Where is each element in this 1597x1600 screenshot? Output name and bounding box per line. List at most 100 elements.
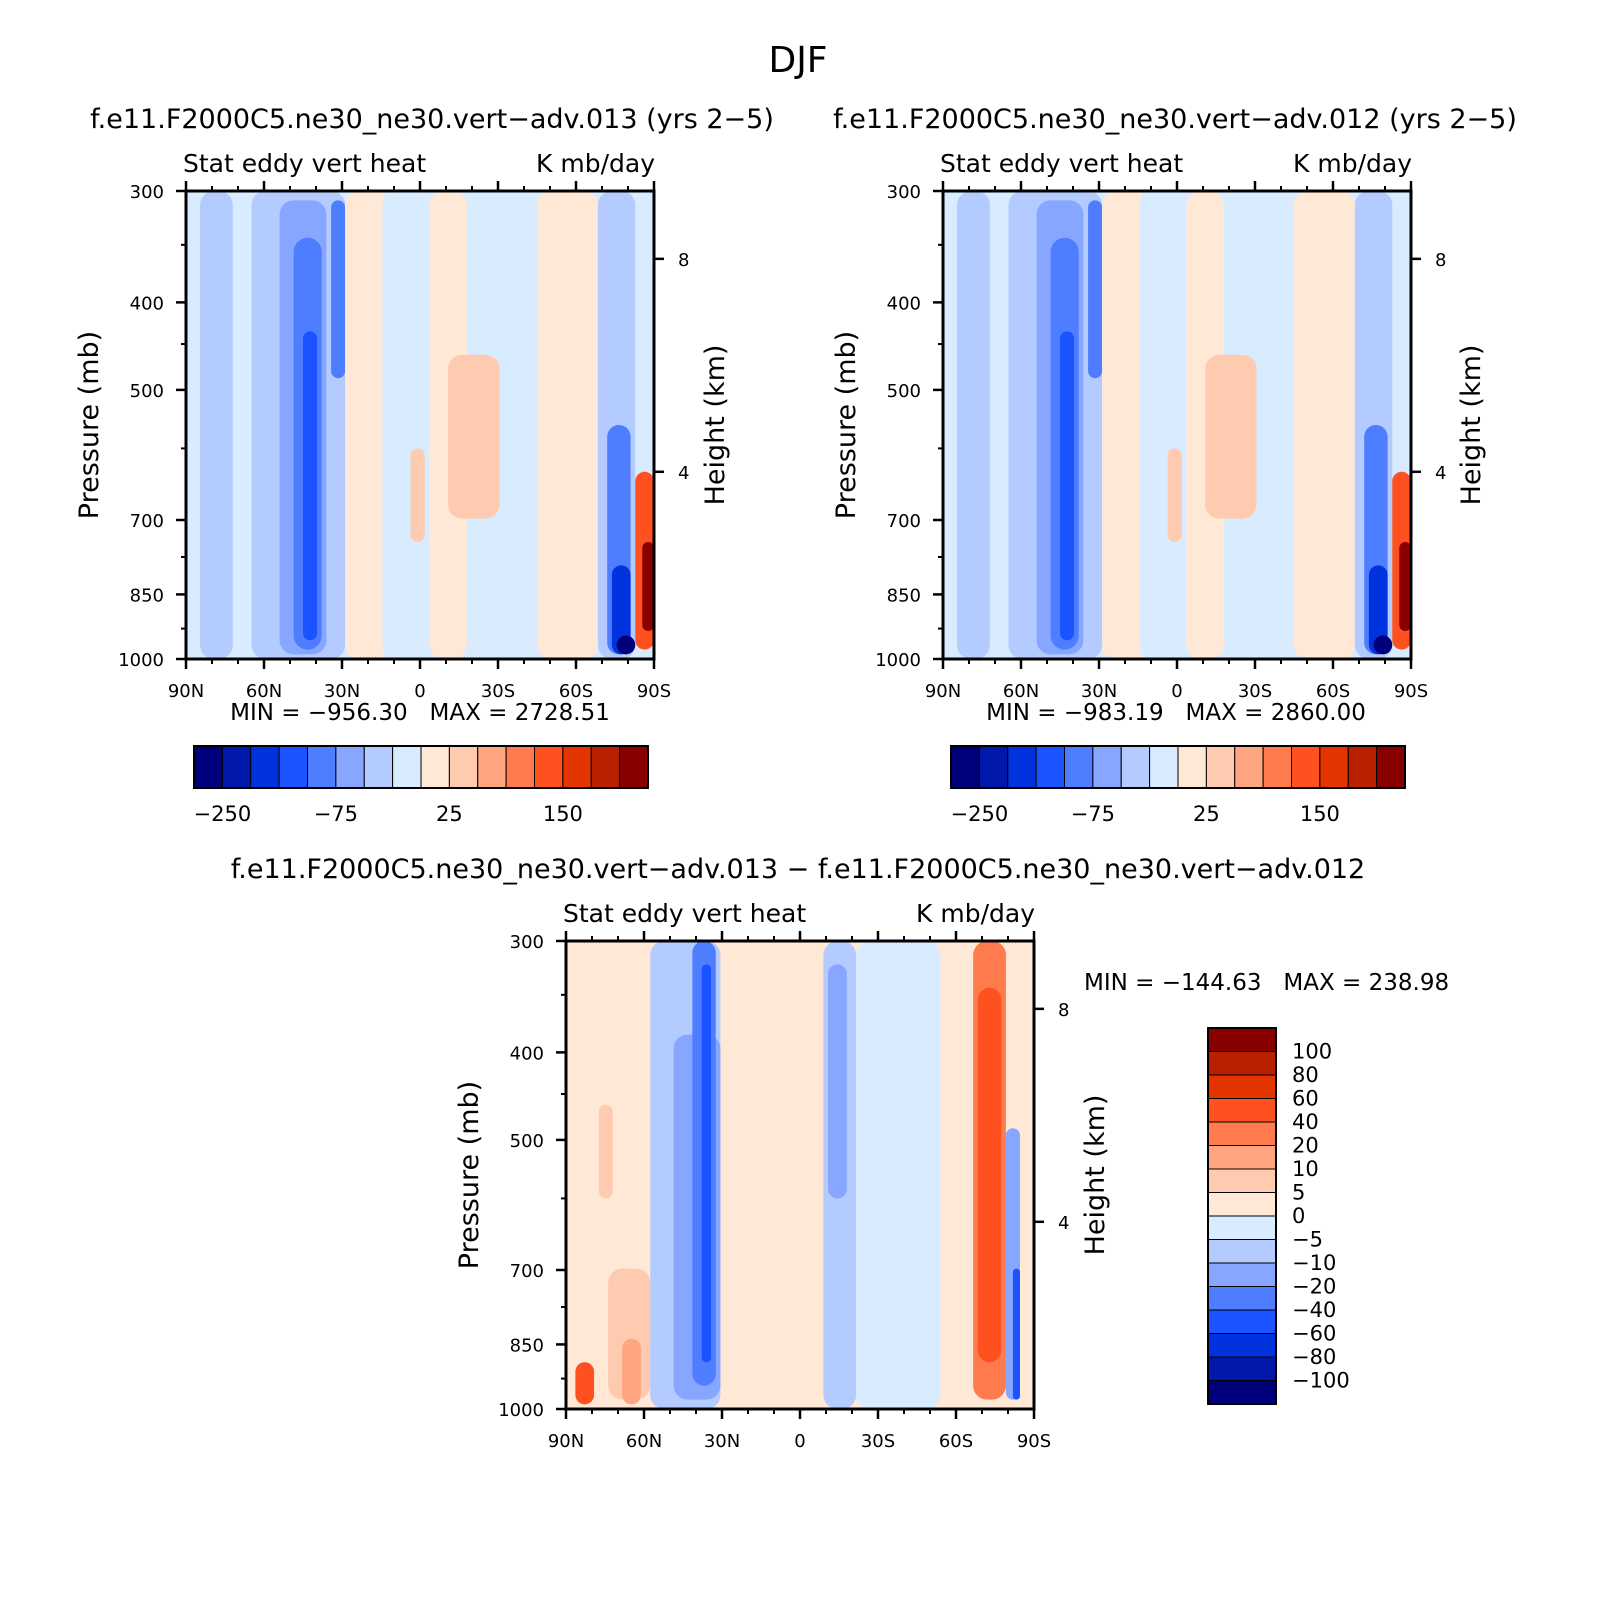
contour-region — [616, 635, 636, 655]
panel-1-colorbar: −250 −75 25 150 — [193, 745, 649, 826]
colorbar-label: −40 — [1292, 1298, 1336, 1322]
x-tick-label: 90S — [1394, 681, 1428, 702]
colorbar-swatch — [1207, 1192, 1277, 1217]
colorbar-swatch — [1207, 1309, 1277, 1334]
colorbar-swatch — [1035, 745, 1065, 789]
contour-region — [1139, 191, 1163, 659]
contour-region — [1399, 542, 1411, 631]
colorbar-swatch — [477, 745, 507, 789]
x-tick-label: 60N — [246, 681, 282, 702]
x-tick-label: 30N — [704, 1431, 740, 1452]
contour-region — [1060, 331, 1075, 641]
x-tick-label: 30S — [1238, 681, 1272, 702]
contour-region — [611, 565, 631, 655]
colorbar-swatch — [1207, 1262, 1277, 1287]
colorbar-swatch — [307, 745, 337, 789]
x-tick-label: 0 — [414, 681, 425, 702]
panel-1-title: f.e11.F2000C5.ne30_ne30.vert−adv.013 (yr… — [90, 104, 774, 135]
colorbar-label: −100 — [1292, 1369, 1350, 1393]
contour-region — [1256, 237, 1294, 660]
colorbar-swatch — [505, 745, 535, 789]
y-tick-label: 700 — [887, 511, 921, 532]
colorbar-label: 25 — [1193, 802, 1220, 826]
height-tick-label: 4 — [1058, 1213, 1069, 1234]
contour-region — [957, 191, 990, 659]
colorbar-swatch — [590, 745, 621, 789]
panel-1-ticks: 90N 60N 30N 0 30S 60S 90S 300 400 500 700 850 1000 8 4 — [118, 181, 689, 702]
x-tick-label: 30S — [481, 681, 515, 702]
colorbar-swatch — [562, 745, 592, 789]
panel-2-ylabel-right: Height (km) — [1456, 345, 1487, 506]
colorbar-label: 60 — [1292, 1087, 1319, 1111]
colorbar-swatch — [534, 745, 564, 789]
panel-2-field — [943, 191, 1411, 660]
y-tick-label: 1000 — [498, 1400, 544, 1421]
contour-region — [701, 964, 712, 1363]
contour-region — [1012, 1268, 1020, 1400]
colorbar-swatch — [1234, 745, 1264, 789]
contour-region — [1294, 191, 1355, 659]
panel-1-ylabel: Pressure (mb) — [74, 331, 105, 519]
colorbar-label: 150 — [1300, 802, 1340, 826]
colorbar-swatch — [1207, 1333, 1277, 1358]
colorbar-swatch — [1092, 745, 1122, 789]
colorbar-swatch — [1207, 1168, 1277, 1193]
colorbar-swatch — [1064, 745, 1094, 789]
colorbar-swatch — [221, 745, 252, 789]
panel-3-title: f.e11.F2000C5.ne30_ne30.vert−adv.013 − f… — [231, 854, 1366, 885]
x-tick-label: 90N — [548, 1431, 584, 1452]
contour-region — [331, 200, 346, 379]
x-tick-label: 0 — [1171, 681, 1182, 702]
colorbar-swatch — [1291, 745, 1321, 789]
panel-3-subtitle-left: Stat eddy vert heat — [563, 899, 806, 928]
colorbar-label: −250 — [194, 802, 252, 826]
contour-region — [1167, 448, 1182, 542]
colorbar-swatch — [1347, 745, 1378, 789]
colorbar-swatch — [1207, 1027, 1277, 1052]
height-tick-label: 8 — [678, 250, 689, 271]
panel-2-ticks: 90N 60N 30N 0 30S 60S 90S 300 400 500 700 850 1000 8 4 — [875, 181, 1446, 702]
contour-region — [410, 448, 425, 542]
contour-region — [940, 941, 974, 1409]
colorbar-label: 80 — [1292, 1063, 1319, 1087]
colorbar-swatch — [335, 745, 365, 789]
y-tick-label: 1000 — [118, 650, 164, 671]
x-tick-label: 60N — [1003, 681, 1039, 702]
contour-region — [828, 964, 847, 1199]
y-tick-label: 400 — [887, 293, 921, 314]
colorbar-swatch — [1207, 1380, 1277, 1405]
contour-region — [753, 941, 824, 1409]
colorbar-swatch — [1207, 1215, 1277, 1240]
colorbar-swatch — [1319, 745, 1349, 789]
x-tick-label: 90S — [637, 681, 671, 702]
contour-region — [575, 1362, 595, 1405]
height-tick-label: 4 — [678, 463, 689, 484]
colorbar-label: −80 — [1292, 1345, 1336, 1369]
panel-2-subtitle-right: K mb/day — [1293, 149, 1412, 178]
contour-region — [499, 237, 537, 660]
contour-region — [977, 987, 1002, 1363]
height-tick-label: 4 — [1435, 463, 1446, 484]
colorbar-swatch — [1207, 1356, 1277, 1381]
colorbar-label: −5 — [1292, 1228, 1323, 1252]
panel-1-minmax: MIN = −956.30 MAX = 2728.51 — [230, 700, 610, 726]
colorbar-label: 10 — [1292, 1157, 1319, 1181]
y-tick-label: 500 — [887, 381, 921, 402]
colorbar-swatch — [1207, 1239, 1277, 1264]
colorbar-swatch — [1207, 1051, 1277, 1076]
height-tick-label: 8 — [1058, 1000, 1069, 1021]
x-tick-label: 90S — [1017, 1431, 1051, 1452]
colorbar-swatch — [392, 745, 422, 789]
contour-region — [382, 191, 406, 659]
colorbar-label: 150 — [543, 802, 583, 826]
y-tick-label: 1000 — [875, 650, 921, 671]
contour-region — [856, 941, 941, 1409]
colorbar-swatch — [1376, 745, 1406, 789]
contour-region — [1373, 635, 1393, 655]
y-tick-label: 700 — [130, 511, 164, 532]
contour-region — [448, 354, 500, 519]
y-tick-label: 300 — [887, 182, 921, 203]
panel-3-ylabel-right: Height (km) — [1080, 1095, 1111, 1256]
